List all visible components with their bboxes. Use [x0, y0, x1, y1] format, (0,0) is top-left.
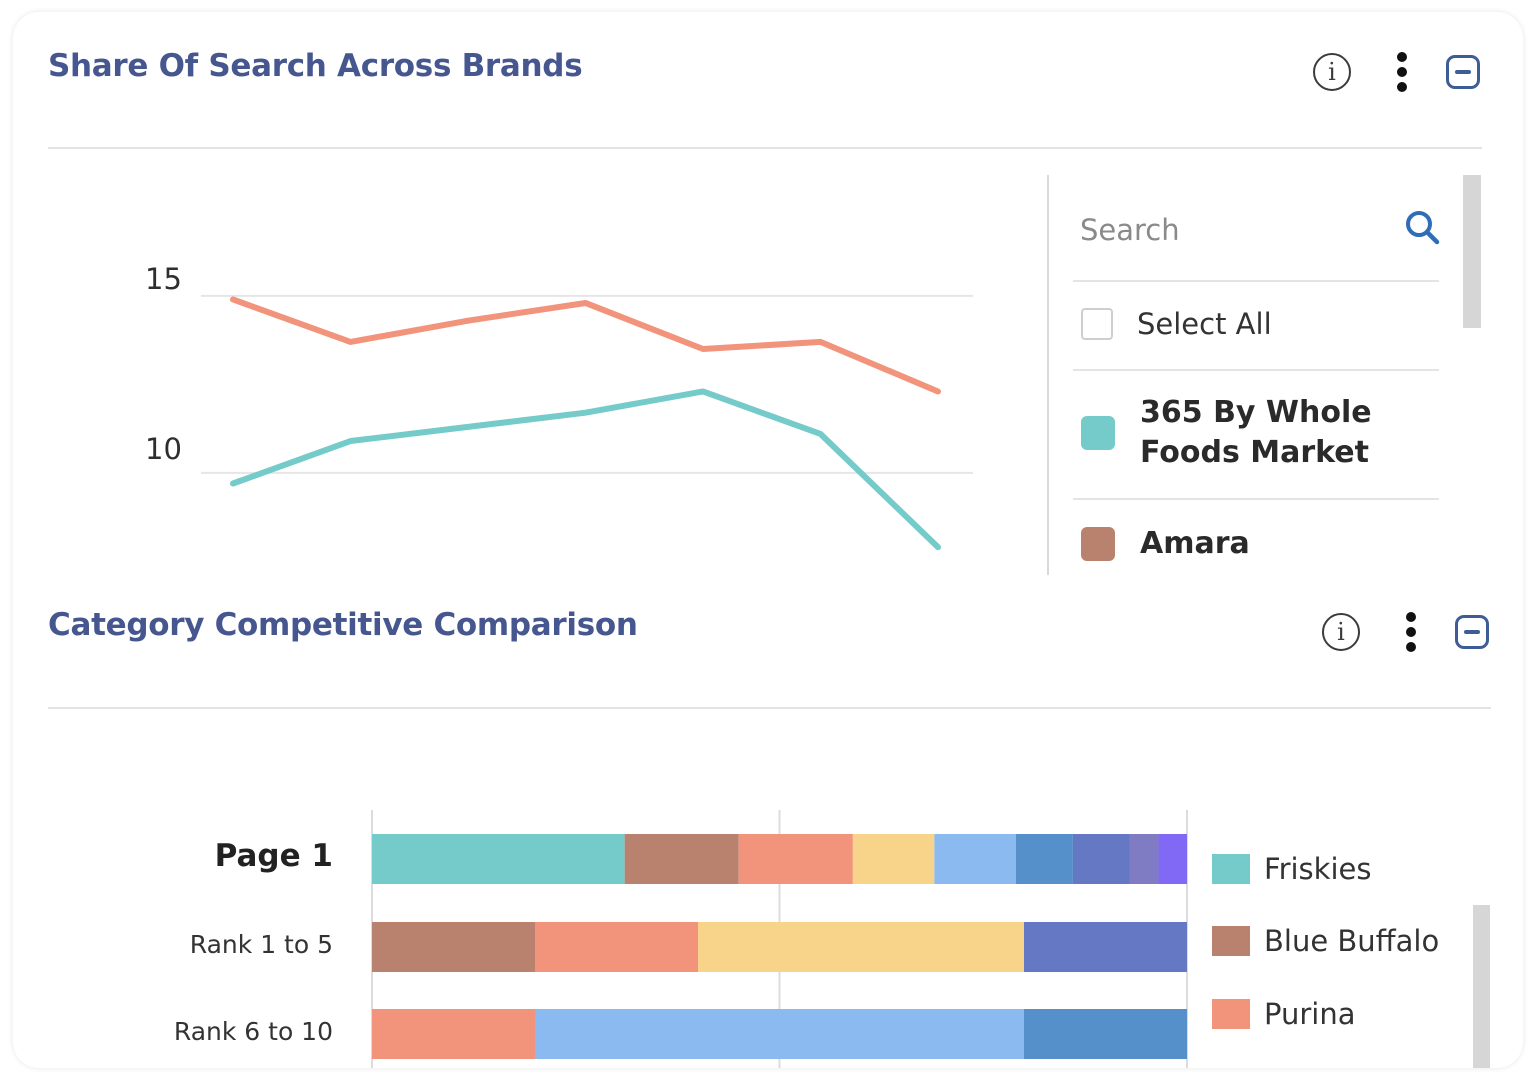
bar-segment[interactable] [535, 1009, 1024, 1059]
select-all-label: Select All [1137, 307, 1272, 341]
brand-item[interactable]: 365 By Whole Foods Market [1081, 393, 1372, 473]
bar-segment[interactable] [934, 834, 1016, 884]
brand-item[interactable]: Amara [1081, 524, 1250, 564]
bar-segment[interactable] [1015, 834, 1073, 884]
legend-separator [1047, 175, 1049, 575]
widget-title-category-comparison: Category Competitive Comparison [48, 607, 638, 643]
legend-divider [1073, 498, 1439, 500]
brand-label: 365 By Whole Foods Market [1140, 395, 1372, 470]
bar-segment[interactable] [372, 922, 535, 972]
y-tick-label: 15 [145, 262, 182, 296]
legend-scrollbar[interactable] [1473, 905, 1490, 1068]
category-comparison-bar-chart [371, 810, 1188, 1068]
select-all-row[interactable]: Select All [1081, 307, 1272, 341]
legend-item[interactable]: Friskies [1212, 852, 1371, 886]
bar-segment[interactable] [1024, 922, 1187, 972]
bar-segment[interactable] [1158, 834, 1187, 884]
legend-label: Friskies [1264, 852, 1372, 886]
brand-color-swatch [1081, 527, 1115, 561]
bar-segment[interactable] [1024, 1009, 1187, 1059]
info-icon[interactable]: i [1322, 613, 1360, 651]
info-icon[interactable]: i [1313, 53, 1351, 91]
bar-segment[interactable] [624, 834, 739, 884]
collapse-icon[interactable] [1455, 615, 1489, 649]
series-line-1[interactable] [230, 296, 941, 395]
legend-color-swatch [1212, 999, 1250, 1029]
collapse-icon[interactable] [1446, 55, 1480, 89]
bar-segment[interactable] [372, 1009, 535, 1059]
bar-segment[interactable] [852, 834, 935, 884]
select-all-checkbox[interactable] [1081, 308, 1113, 340]
brand-color-swatch [1081, 416, 1115, 450]
legend-color-swatch [1212, 926, 1250, 956]
category-label: Page 1 [214, 838, 333, 874]
search-icon[interactable] [1403, 208, 1443, 248]
legend-divider [1073, 280, 1439, 282]
chart-series [230, 296, 941, 551]
bar-segment[interactable] [372, 834, 625, 884]
kebab-menu-icon[interactable] [1395, 52, 1409, 92]
bar-segment[interactable] [1129, 834, 1159, 884]
bar-segment[interactable] [738, 834, 853, 884]
search-input[interactable] [1080, 202, 1380, 258]
category-label: Rank 6 to 10 [173, 1017, 333, 1046]
category-label: Rank 1 to 5 [189, 930, 333, 959]
bar-segment[interactable] [698, 922, 1024, 972]
widget-divider [48, 707, 1491, 709]
legend-scrollbar[interactable] [1463, 175, 1481, 328]
legend-label: Purina [1264, 997, 1356, 1031]
legend-label: Blue Buffalo [1264, 924, 1440, 958]
chart-bars [372, 834, 1187, 1059]
brand-label: Amara [1140, 526, 1250, 561]
legend-item[interactable]: Blue Buffalo [1212, 924, 1439, 958]
bar-segment[interactable] [535, 922, 698, 972]
widget-title-share-of-search: Share Of Search Across Brands [48, 48, 583, 84]
share-of-search-line-chart [201, 294, 973, 551]
legend-divider [1073, 369, 1439, 371]
dashboard-card: Share Of Search Across Brands i 15 10 Se… [13, 12, 1523, 1068]
legend-item[interactable]: Purina [1212, 997, 1356, 1031]
series-line-2[interactable] [230, 388, 941, 551]
brand-search [1080, 202, 1440, 262]
y-tick-label: 10 [145, 432, 182, 466]
bar-segment[interactable] [1072, 834, 1130, 884]
chart-gridlines [201, 294, 973, 474]
kebab-menu-icon[interactable] [1404, 612, 1418, 652]
widget-divider [48, 147, 1482, 149]
legend-color-swatch [1212, 854, 1250, 884]
